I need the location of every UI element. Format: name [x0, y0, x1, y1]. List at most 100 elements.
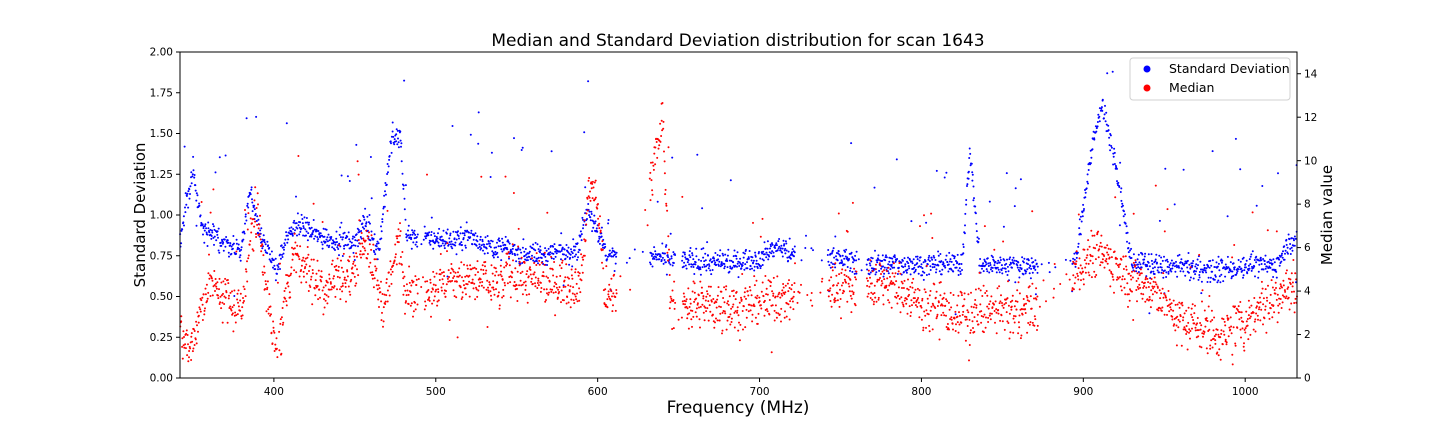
std-point [672, 251, 675, 254]
median-point [225, 291, 228, 294]
std-point [1264, 254, 1267, 257]
std-point [958, 267, 961, 270]
median-point [670, 297, 673, 300]
median-point [1002, 240, 1005, 243]
std-point [1085, 187, 1088, 190]
std-point [1116, 180, 1118, 183]
median-point [446, 250, 448, 253]
std-point [595, 227, 598, 230]
median-point [1011, 299, 1014, 302]
median-point [737, 314, 740, 317]
std-point [365, 221, 368, 224]
median-point [713, 326, 716, 329]
median-point [358, 219, 361, 222]
std-point [545, 259, 548, 262]
median-point [501, 296, 504, 299]
median-point [1154, 281, 1157, 284]
std-point [999, 259, 1002, 261]
median-point [1253, 320, 1256, 323]
median-point [1127, 293, 1130, 296]
std-point [302, 234, 305, 237]
std-point [1171, 264, 1174, 267]
std-point [576, 242, 579, 245]
std-point [495, 246, 498, 249]
std-point [753, 265, 756, 268]
std-point [694, 261, 697, 264]
median-point [908, 305, 911, 308]
median-point [889, 275, 891, 278]
median-point [948, 308, 951, 311]
median-point [189, 347, 192, 350]
median-point [388, 285, 391, 288]
std-point [1155, 253, 1158, 256]
median-point [207, 272, 210, 275]
median-point [928, 324, 931, 327]
std-point [1293, 244, 1296, 247]
median-point [765, 293, 768, 296]
std-point [878, 269, 881, 272]
median-point [999, 300, 1002, 303]
y-left-tick-label: 1.75 [150, 87, 173, 99]
median-point [1000, 294, 1002, 297]
std-point [479, 235, 482, 238]
median-point [549, 288, 552, 291]
std-point [270, 261, 273, 264]
std-point [1013, 262, 1015, 265]
median-point [882, 303, 885, 306]
std-point [504, 235, 507, 238]
std-point [232, 242, 235, 245]
median-point [314, 294, 317, 297]
median-point [297, 155, 300, 157]
median-point [463, 263, 465, 266]
median-point [310, 278, 312, 281]
median-point [1106, 244, 1109, 247]
median-point [727, 300, 729, 303]
median-point [1222, 330, 1225, 333]
std-point [1191, 262, 1194, 265]
std-point [547, 247, 550, 250]
median-point [414, 301, 416, 304]
median-point [285, 300, 288, 303]
median-point [368, 265, 371, 268]
median-point [784, 291, 787, 294]
x-tick-label: 1000 [1232, 386, 1259, 398]
std-point [450, 240, 453, 243]
std-point [230, 245, 233, 248]
median-point [237, 301, 239, 304]
median-point [1282, 284, 1285, 287]
median-point [251, 222, 253, 225]
std-point [1169, 268, 1172, 270]
std-point [893, 256, 896, 259]
std-point [430, 231, 433, 233]
median-point [682, 303, 685, 305]
median-point [356, 255, 358, 258]
median-point [432, 270, 435, 273]
median-point [451, 268, 454, 271]
std-point [184, 206, 186, 209]
median-point [940, 314, 943, 317]
median-point [1091, 255, 1094, 258]
median-point [1138, 274, 1141, 277]
std-point [785, 242, 788, 245]
median-point [586, 209, 589, 212]
median-point [1274, 292, 1277, 295]
std-point [448, 241, 451, 244]
std-point [484, 236, 487, 239]
std-point [919, 265, 922, 268]
median-point [550, 255, 553, 258]
median-point [291, 246, 293, 249]
median-point [770, 281, 772, 284]
std-point [358, 230, 361, 233]
median-point [1036, 324, 1039, 327]
std-point [1263, 260, 1266, 262]
median-point [649, 199, 652, 202]
std-point [304, 228, 307, 231]
std-point [438, 227, 441, 230]
median-point [400, 263, 403, 266]
std-point [1227, 266, 1230, 269]
std-point [285, 122, 288, 125]
median-point [1264, 308, 1267, 311]
std-point [854, 254, 857, 257]
median-point [914, 304, 917, 307]
median-point [340, 266, 343, 269]
